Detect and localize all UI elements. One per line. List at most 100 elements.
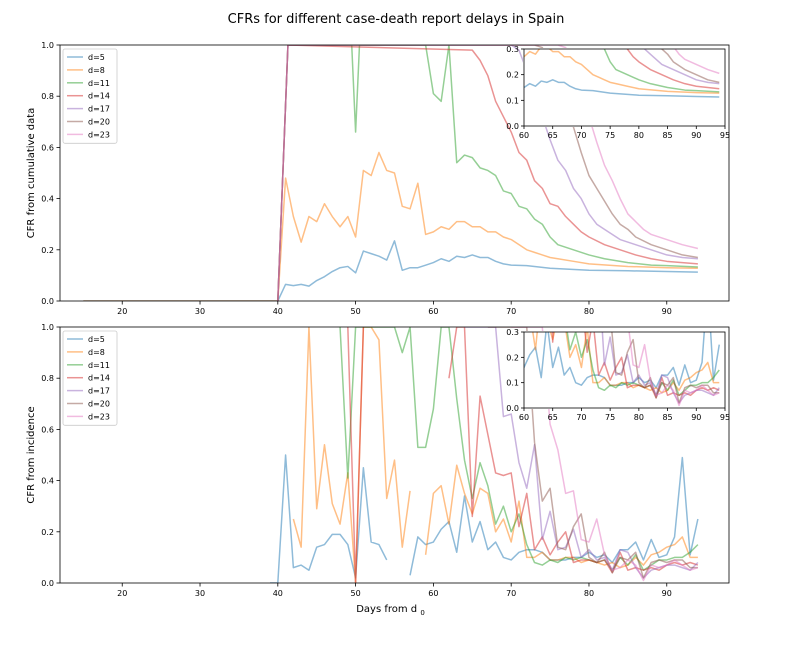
x-tick-label: 30 xyxy=(195,307,205,316)
inset-x-tick-label: 60 xyxy=(519,131,529,140)
legend-entry: d=14 xyxy=(88,374,110,383)
inset-series-line-d8 xyxy=(532,332,720,394)
x-tick-label: 30 xyxy=(195,589,205,598)
figure-title: CFRs for different case-death report del… xyxy=(228,12,565,27)
series-line-d11 xyxy=(277,45,698,301)
inset-series-line-d11 xyxy=(603,49,720,93)
inset: 60 65 70 75 80 85 90 95 0.0 0.1 0.2 0.3 xyxy=(506,328,730,422)
series-line-d8 xyxy=(83,151,698,301)
inset-y-tick-label: 0.0 xyxy=(506,404,519,413)
inset-series-line-d20 xyxy=(660,49,720,84)
inset-y-tick-label: 0.1 xyxy=(506,379,519,388)
inset-x-tick-label: 85 xyxy=(662,131,672,140)
x-tick-label: 90 xyxy=(662,589,672,598)
inset-series-line-d23 xyxy=(674,49,720,75)
series-line-d20 xyxy=(487,327,698,579)
legend-entry: d=8 xyxy=(88,348,105,357)
inset-x-tick-label: 90 xyxy=(691,413,701,422)
axes-frame xyxy=(59,326,730,584)
legend-entry: d=5 xyxy=(88,335,105,344)
x-tick-label: 60 xyxy=(428,307,438,316)
inset-x-tick-label: 90 xyxy=(691,131,701,140)
y-tick-label: 0.0 xyxy=(41,579,54,588)
inset-series-line-d8 xyxy=(524,49,720,94)
inset-x-tick-label: 60 xyxy=(519,413,529,422)
x-axis-label-main: Days from d xyxy=(356,604,420,615)
y-axis-label: CFR from incidence xyxy=(26,406,37,503)
y-tick-label: 0.4 xyxy=(41,195,54,204)
legend-box xyxy=(62,330,118,426)
x-tick-label: 70 xyxy=(506,307,516,316)
legend-entry: d=17 xyxy=(88,105,110,114)
y-tick-label: 0.4 xyxy=(41,477,54,486)
panel-cumulative: 20 30 40 50 60 70 80 90 0.0 0.2 0.4 0.6 0.8 1.0 CFR fr… xyxy=(26,41,730,316)
inset-y-tick-label: 0.2 xyxy=(506,353,519,362)
inset-x-tick-label: 70 xyxy=(576,131,586,140)
inset-x-tick-label: 70 xyxy=(576,413,586,422)
inset-x-tick-label: 80 xyxy=(634,131,644,140)
legend-entry: d=23 xyxy=(88,130,110,139)
series-line-d8 xyxy=(292,327,698,583)
legend-entry: d=11 xyxy=(88,79,110,88)
inset-background xyxy=(523,48,726,127)
series-line-d14 xyxy=(277,45,698,301)
y-tick-label: 0.8 xyxy=(41,374,54,383)
inset-x-tick-label: 85 xyxy=(662,413,672,422)
inset-y-tick-label: 0.0 xyxy=(506,122,519,131)
x-tick-label: 90 xyxy=(662,307,672,316)
series-line-d14 xyxy=(347,327,699,583)
x-tick-label: 20 xyxy=(117,307,127,316)
legend-entry: d=17 xyxy=(88,387,110,396)
x-tick-label: 80 xyxy=(584,307,594,316)
inset-series-line-d14 xyxy=(626,49,720,90)
legend-entry: d=23 xyxy=(88,412,110,421)
x-tick-label: 70 xyxy=(506,589,516,598)
x-tick-label: 20 xyxy=(117,589,127,598)
inset-frame xyxy=(523,48,726,127)
y-tick-label: 1.0 xyxy=(41,41,54,50)
inset-series-line-d5 xyxy=(524,79,720,98)
series-line-d17 xyxy=(277,45,698,301)
inset-x-tick-label: 75 xyxy=(605,413,615,422)
inset-series-line-d23 xyxy=(628,332,720,407)
inset-y-tick-label: 0.3 xyxy=(506,328,519,337)
x-axis-label-subscript: 0 xyxy=(420,609,424,617)
legend-entry: d=8 xyxy=(88,66,105,75)
x-tick-label: 80 xyxy=(584,589,594,598)
x-tick-label: 50 xyxy=(351,307,361,316)
axes-frame xyxy=(59,44,730,302)
inset-series-line-d20 xyxy=(611,332,720,404)
series-line-d5 xyxy=(83,240,698,301)
legend: d=5 d=8 d=11 d=14 d=17 d=20 d=23 xyxy=(62,48,118,144)
x-tick-label: 60 xyxy=(428,589,438,598)
series-line-d23 xyxy=(277,45,699,301)
y-axis-label: CFR from cumulative data xyxy=(26,108,37,239)
legend: d=5 d=8 d=11 d=14 d=17 d=20 d=23 xyxy=(62,330,118,426)
panel-incidence: 20 30 40 50 60 70 80 90 0.0 0.2 0.4 0.6 0.8 1.0 CFR fr… xyxy=(26,323,730,617)
inset-x-tick-label: 75 xyxy=(605,131,615,140)
y-tick-label: 1.0 xyxy=(41,323,54,332)
legend-entry: d=5 xyxy=(88,53,105,62)
inset-x-tick-label: 95 xyxy=(720,131,730,140)
inset-series-line-d17 xyxy=(643,49,720,85)
inset-y-tick-label: 0.1 xyxy=(506,96,519,105)
y-tick-label: 0.6 xyxy=(41,425,54,434)
y-tick-label: 0.2 xyxy=(41,246,54,255)
inset-series-line-d14 xyxy=(551,332,720,399)
y-tick-label: 0.2 xyxy=(41,528,54,537)
inset-y-tick-label: 0.2 xyxy=(506,71,519,80)
inset-y-tick-label: 0.3 xyxy=(506,45,519,54)
legend-entry: d=20 xyxy=(88,118,110,127)
inset-frame xyxy=(523,331,726,409)
legend-entry: d=14 xyxy=(88,92,110,101)
y-tick-label: 0.0 xyxy=(41,297,54,306)
inset-x-tick-label: 65 xyxy=(548,413,558,422)
legend-box xyxy=(62,48,118,144)
legend-entry: d=11 xyxy=(88,361,110,370)
inset-x-tick-label: 80 xyxy=(634,413,644,422)
x-axis-label: Days from d 0 xyxy=(356,604,425,617)
x-tick-label: 50 xyxy=(351,589,361,598)
legend-entry: d=20 xyxy=(88,400,110,409)
inset: 60 65 70 75 80 85 90 95 0.0 0.1 0.2 0.3 xyxy=(506,45,730,140)
